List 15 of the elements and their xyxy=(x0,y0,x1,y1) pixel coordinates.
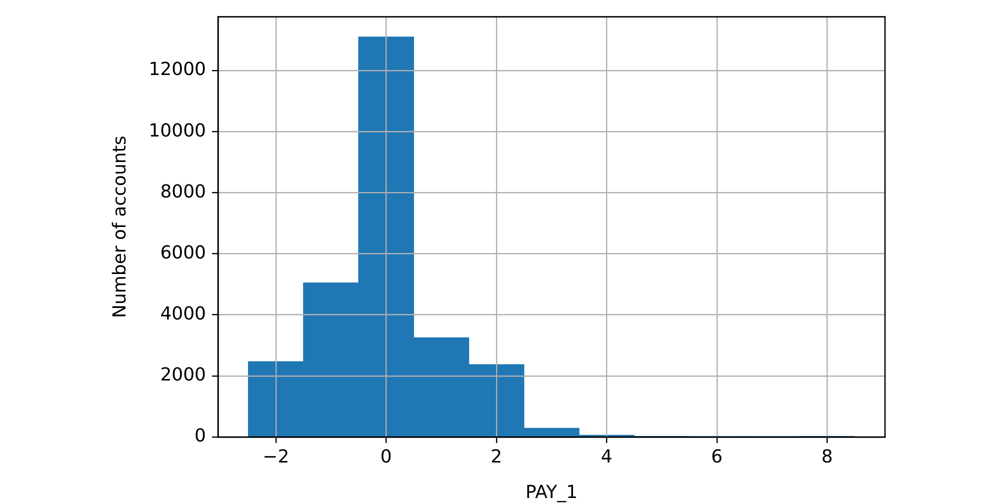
x-tick-label: 4 xyxy=(600,446,612,468)
y-tick-label: 6000 xyxy=(160,242,206,264)
y-tick-label: 4000 xyxy=(160,304,206,325)
y-axis-title: Number of accounts xyxy=(109,136,130,318)
y-tick-label: 0 xyxy=(194,426,206,447)
y-tick-label: 8000 xyxy=(160,181,206,202)
y-tick-label: 2000 xyxy=(160,364,206,386)
x-tick-label: 2 xyxy=(490,446,502,468)
y-tick-label: 10000 xyxy=(148,120,206,142)
y-tick-label: 12000 xyxy=(148,59,206,80)
x-tick-label: 6 xyxy=(711,446,723,468)
x-tick-label: 8 xyxy=(821,446,833,468)
x-tick-label: 0 xyxy=(380,446,392,468)
x-axis-title: PAY_1 xyxy=(525,482,578,503)
x-tick-label: −2 xyxy=(262,446,290,468)
